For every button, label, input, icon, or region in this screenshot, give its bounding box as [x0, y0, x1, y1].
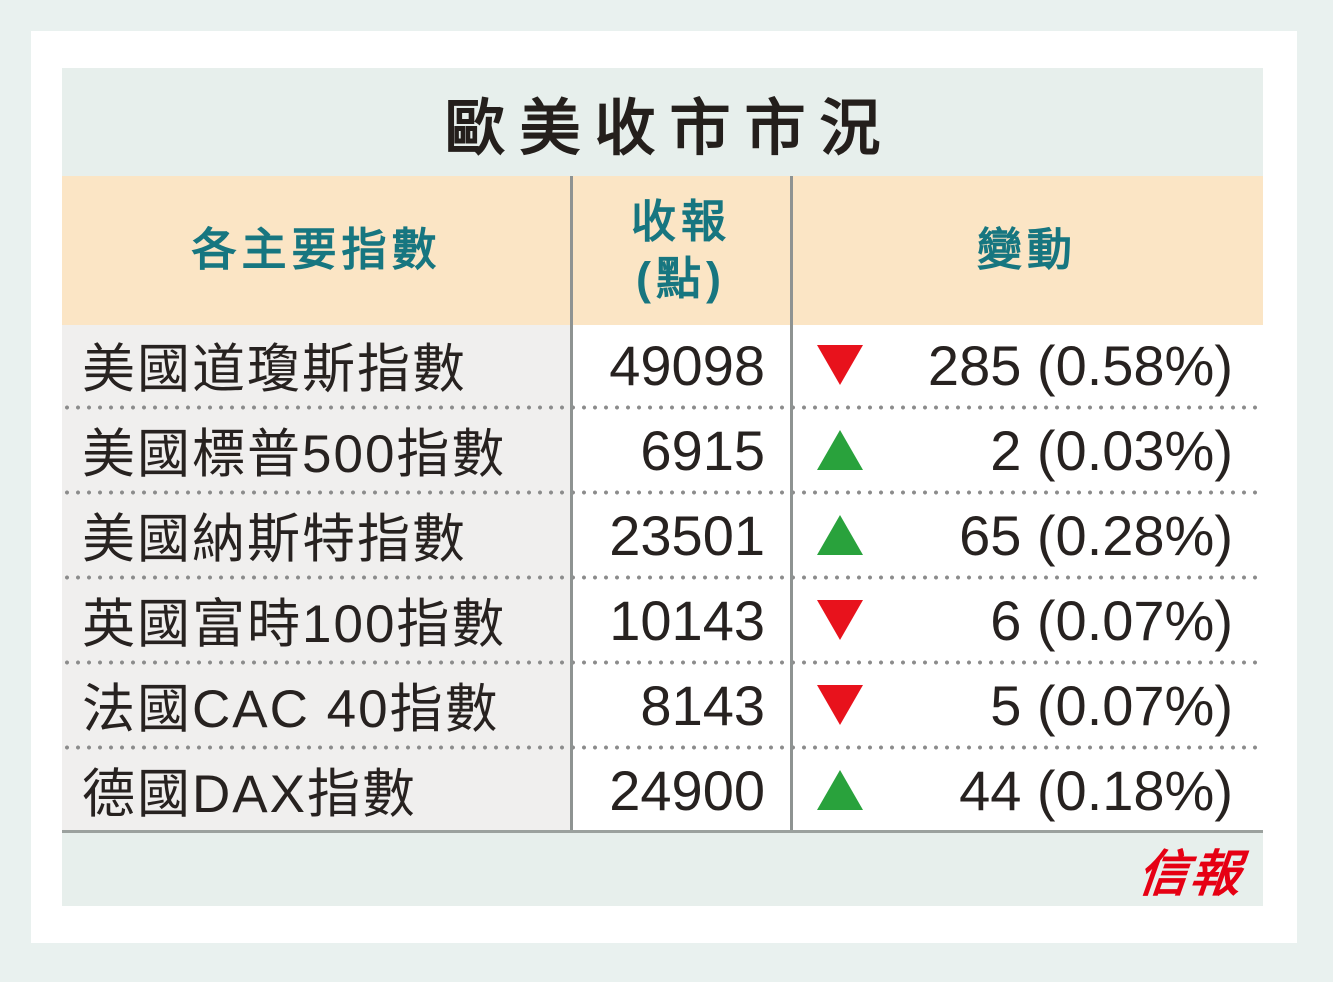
market-table: 歐美收市市況 各主要指數 收報 (點) 變動 美國道瓊斯指數 49098 285 … [62, 68, 1263, 906]
change-direction-icon [817, 600, 863, 640]
dotted-separator [62, 405, 1263, 410]
table-header-row: 各主要指數 收報 (點) 變動 [62, 176, 1263, 325]
index-name: 美國納斯特指數 [82, 510, 467, 569]
dotted-separator [62, 745, 1263, 750]
column-divider [570, 176, 573, 830]
change-cell: 2 (0.03%) [791, 410, 1263, 490]
market-infographic-card: 歐美收市市況 各主要指數 收報 (點) 變動 美國道瓊斯指數 49098 285 … [31, 31, 1297, 943]
table-row: 德國DAX指數 24900 44 (0.18%) [62, 750, 1263, 830]
change-direction-icon [817, 685, 863, 725]
change-value: 285 (0.58%) [927, 333, 1233, 397]
index-name: 英國富時100指數 [82, 595, 507, 654]
change-direction-icon [817, 770, 863, 810]
table-row: 美國納斯特指數 23501 65 (0.28%) [62, 495, 1263, 575]
column-header-close: 收報 (點) [571, 176, 791, 325]
table-row: 美國標普500指數 6915 2 (0.03%) [62, 410, 1263, 490]
index-name: 美國標普500指數 [82, 425, 507, 484]
change-value: 6 (0.07%) [990, 588, 1233, 652]
close-value: 24900 [609, 758, 765, 822]
change-direction-icon [817, 345, 863, 385]
footer-band: 信報 [62, 833, 1263, 906]
table-rows: 美國道瓊斯指數 49098 285 (0.58%) 美國標普500指數 6915… [62, 325, 1263, 830]
table-grid: 各主要指數 收報 (點) 變動 美國道瓊斯指數 49098 285 (0.58%) [62, 176, 1263, 830]
close-value: 49098 [609, 333, 765, 397]
table-bottom-rule [62, 830, 1263, 833]
table-row: 法國CAC 40指數 8143 5 (0.07%) [62, 665, 1263, 745]
dotted-separator [62, 490, 1263, 495]
close-value: 10143 [609, 588, 765, 652]
table-title: 歐美收市市況 [62, 68, 1263, 176]
table-row: 英國富時100指數 10143 6 (0.07%) [62, 580, 1263, 660]
close-value: 6915 [640, 418, 765, 482]
change-cell: 6 (0.07%) [791, 580, 1263, 660]
column-header-change: 變動 [976, 224, 1077, 276]
change-cell: 285 (0.58%) [791, 325, 1263, 405]
change-value: 5 (0.07%) [990, 673, 1233, 737]
change-value: 44 (0.18%) [959, 758, 1233, 822]
change-cell: 5 (0.07%) [791, 665, 1263, 745]
hkej-logo: 信報 [1135, 843, 1246, 903]
change-cell: 65 (0.28%) [791, 495, 1263, 575]
dotted-separator [62, 575, 1263, 580]
close-value: 23501 [609, 503, 765, 567]
table-row: 美國道瓊斯指數 49098 285 (0.58%) [62, 325, 1263, 405]
index-name: 美國道瓊斯指數 [82, 340, 467, 399]
index-name: 法國CAC 40指數 [82, 680, 500, 739]
change-direction-icon [817, 430, 863, 470]
close-value: 8143 [640, 673, 765, 737]
column-header-close-text: 收報 (點) [630, 196, 731, 304]
change-value: 65 (0.28%) [959, 503, 1233, 567]
column-header-indices: 各主要指數 [191, 224, 442, 276]
dotted-separator [62, 660, 1263, 665]
change-value: 2 (0.03%) [990, 418, 1233, 482]
change-direction-icon [817, 515, 863, 555]
index-name: 德國DAX指數 [82, 765, 417, 824]
change-cell: 44 (0.18%) [791, 750, 1263, 830]
column-divider [790, 176, 793, 830]
